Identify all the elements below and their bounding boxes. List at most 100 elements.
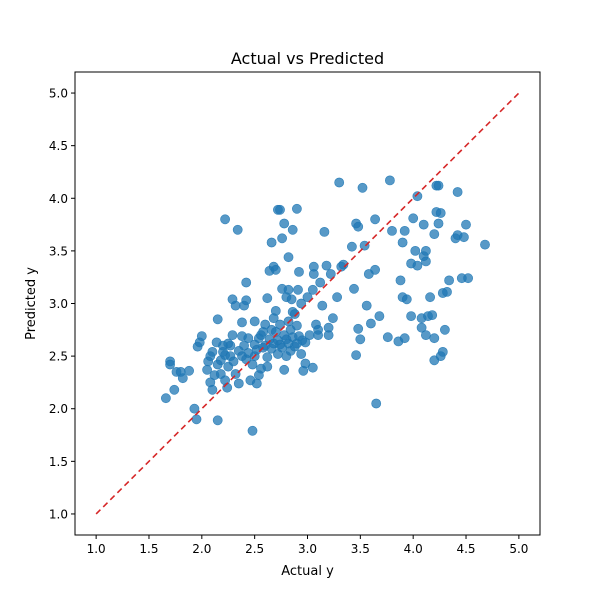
data-point	[232, 224, 243, 235]
data-point	[283, 284, 294, 295]
data-point	[307, 284, 318, 295]
data-point	[228, 356, 239, 367]
data-point	[387, 225, 397, 236]
data-point	[412, 191, 423, 202]
data-point	[237, 317, 247, 328]
y-tick-label: 4.5	[49, 139, 68, 153]
data-point	[437, 346, 448, 357]
data-point	[351, 350, 361, 360]
data-point	[225, 340, 236, 351]
data-point	[307, 362, 318, 373]
data-point	[332, 292, 342, 303]
data-point	[227, 330, 238, 340]
data-point	[247, 359, 258, 370]
data-point	[262, 293, 273, 304]
data-point	[270, 305, 281, 316]
data-point	[433, 218, 444, 229]
data-point	[207, 384, 218, 395]
x-tick-label: 4.5	[456, 542, 475, 556]
data-point	[241, 295, 252, 306]
data-point	[406, 311, 416, 321]
data-point	[291, 320, 302, 331]
data-point	[374, 311, 385, 321]
data-point	[418, 219, 429, 230]
data-point	[300, 337, 311, 348]
data-point	[425, 292, 435, 303]
data-point	[247, 425, 258, 436]
data-point	[384, 175, 395, 186]
data-point	[461, 219, 471, 230]
data-point	[399, 225, 410, 236]
data-point	[325, 269, 336, 279]
data-point	[275, 204, 285, 215]
data-point	[323, 330, 334, 340]
data-point	[266, 237, 277, 248]
data-point	[435, 208, 446, 218]
data-point	[230, 300, 241, 311]
y-tick-label: 1.5	[49, 455, 68, 469]
data-point	[294, 266, 304, 277]
x-tick-label: 4.0	[404, 542, 423, 556]
data-point	[270, 264, 281, 275]
data-point	[395, 275, 406, 286]
x-tick-label: 3.0	[298, 542, 317, 556]
axes: 1.0 1.5 2.0 2.5 3.0 3.5 4.0 4.5 5.0 1.0 1.5 2.0 2.5 3…	[49, 71, 541, 556]
data-point	[165, 359, 175, 370]
data-point	[277, 233, 287, 244]
data-point	[169, 384, 180, 395]
data-point	[346, 241, 357, 252]
data-point	[334, 177, 345, 188]
y-tick-label: 4.0	[49, 192, 68, 206]
x-axis-label: Actual y	[281, 564, 334, 579]
data-point	[327, 313, 338, 324]
data-point	[286, 294, 297, 305]
data-point	[251, 378, 262, 389]
data-point	[283, 252, 294, 263]
data-point	[207, 346, 218, 357]
data-point	[239, 340, 249, 351]
data-point	[439, 324, 450, 335]
data-point	[452, 187, 463, 197]
data-point	[302, 292, 313, 303]
data-point	[317, 300, 328, 311]
data-point	[300, 358, 311, 369]
data-point	[357, 182, 368, 193]
data-point	[420, 245, 431, 256]
x-tick-label: 5.0	[509, 542, 528, 556]
data-point	[189, 403, 200, 414]
data-point	[249, 316, 260, 327]
data-point	[401, 294, 412, 305]
data-point	[361, 300, 372, 311]
data-point	[349, 283, 359, 294]
data-point	[291, 203, 302, 214]
data-point	[308, 261, 319, 272]
y-tick-label: 5.0	[49, 87, 68, 101]
data-point	[275, 319, 285, 330]
data-point	[241, 277, 252, 288]
data-point	[160, 393, 171, 404]
y-tick-label: 3.5	[49, 244, 68, 258]
data-points	[160, 175, 490, 436]
chart-title: Actual vs Predicted	[231, 49, 384, 68]
data-point	[427, 310, 438, 320]
data-point	[289, 309, 300, 319]
data-point	[220, 214, 230, 225]
y-tick-label: 2.0	[49, 402, 68, 416]
data-point	[408, 213, 419, 224]
data-point	[444, 275, 454, 286]
data-point	[416, 322, 427, 333]
data-point	[262, 361, 273, 372]
data-point	[233, 378, 244, 389]
data-point	[463, 273, 473, 284]
data-point	[429, 229, 440, 239]
data-point	[287, 224, 298, 235]
data-point	[399, 333, 410, 344]
data-point	[353, 323, 364, 334]
y-axis-label: Predicted y	[24, 267, 39, 340]
data-point	[262, 352, 273, 363]
data-point	[260, 319, 271, 330]
data-point	[429, 333, 440, 344]
data-point	[442, 286, 452, 297]
data-point	[191, 414, 202, 425]
